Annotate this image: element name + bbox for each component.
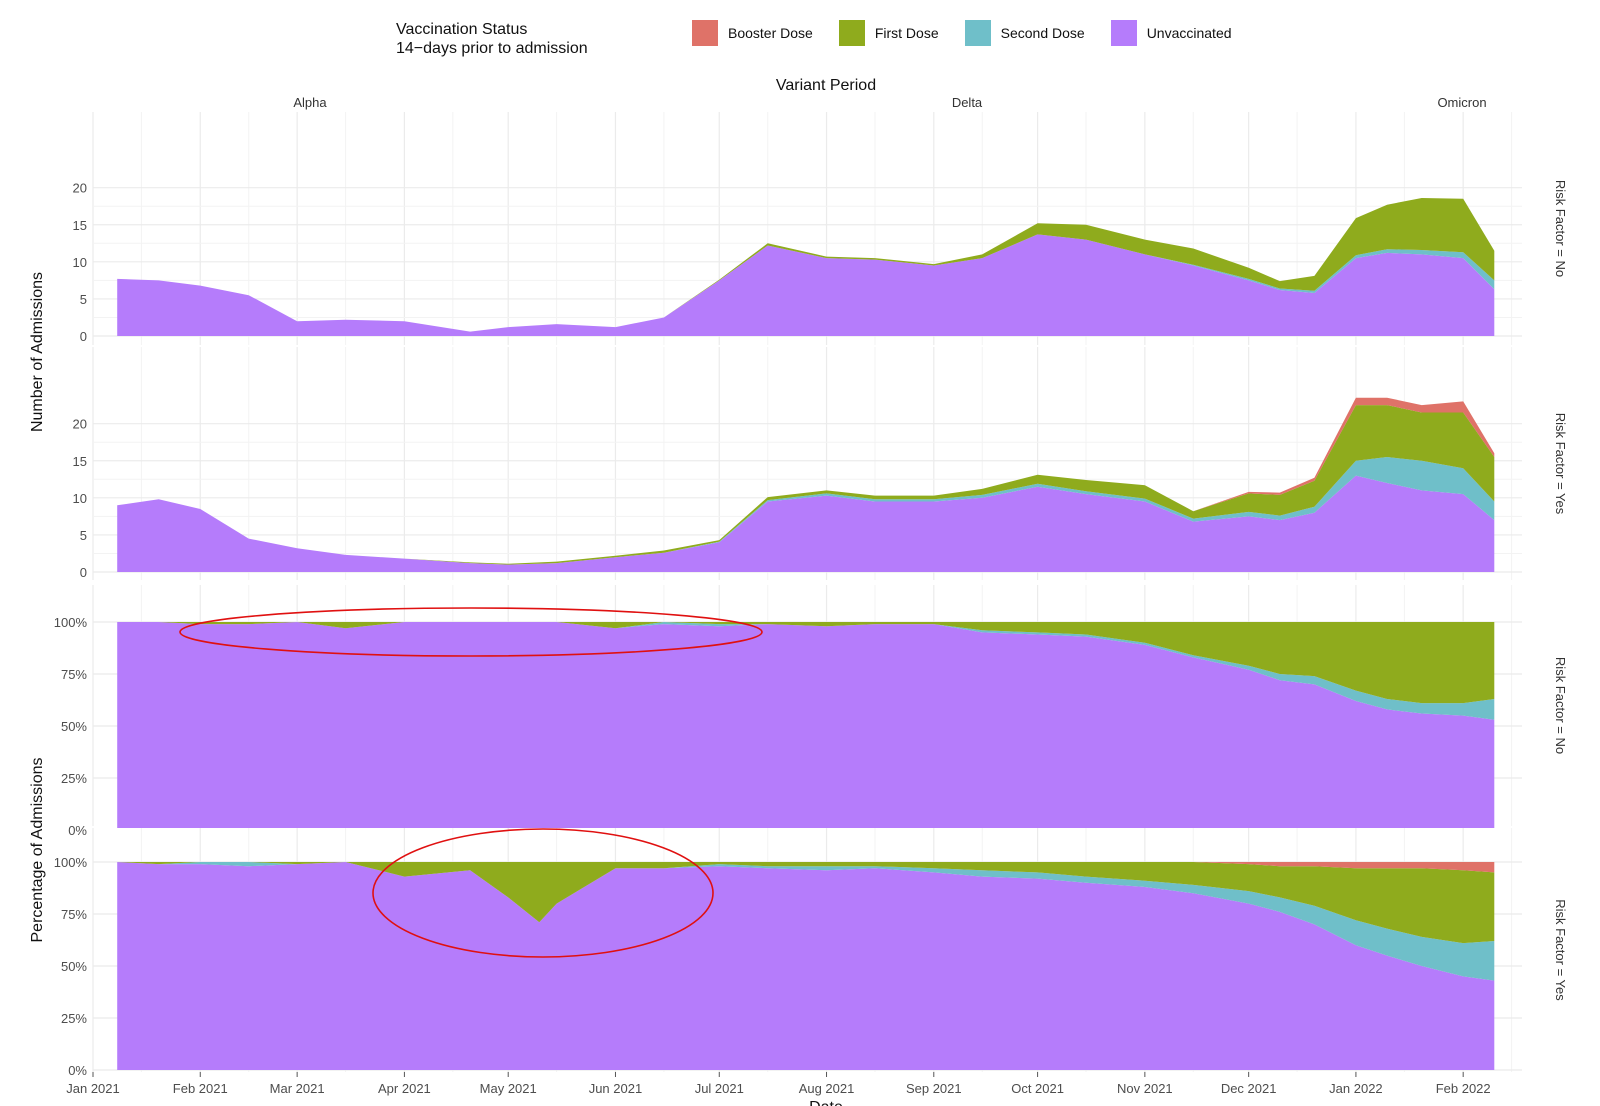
area-second-dose [117,457,1495,565]
legend-label: Booster Dose [728,25,813,41]
x-tick-label: May 2021 [480,1081,537,1096]
y-tick-label: 10 [73,255,87,270]
legend-label: First Dose [874,25,939,41]
y-tick-label: 0 [80,329,87,344]
area-unvaccinated [117,234,1495,336]
legend-label: Second Dose [1000,25,1085,41]
legend-title-line2: 14−days prior to admission [396,40,588,57]
x-tick-label: Jul 2021 [695,1081,744,1096]
y-tick-label: 25% [61,771,87,786]
y-axis-title-percent: Percentage of Admissions [29,758,46,943]
x-tick-label: Mar 2021 [270,1081,325,1096]
area-unvaccinated [117,622,1495,830]
y-tick-label: 5 [80,292,87,307]
y-tick-label: 0% [68,823,87,838]
legend-key [1110,20,1137,46]
y-tick-label: 75% [61,907,87,922]
area-first-dose [117,622,1495,704]
column-label: Delta [952,95,983,110]
y-tick-label: 25% [61,1011,87,1026]
y-tick-label: 15 [73,218,87,233]
area-first-dose [117,862,1495,944]
legend-title-line1: Vaccination Status [396,21,528,38]
x-tick-label: Jan 2022 [1329,1081,1383,1096]
x-tick-label: Oct 2021 [1011,1081,1064,1096]
y-tick-label: 0 [80,565,87,580]
legend: Booster Dose First Dose Second Dose Unvacci… [692,20,1258,46]
y-tick-label: 50% [61,719,87,734]
area-unvaccinated [117,475,1495,572]
x-tick-label: Sep 2021 [906,1081,962,1096]
x-tick-label: Jan 2021 [66,1081,120,1096]
legend-item: Booster Dose [692,20,813,46]
panel-strip-label: Risk Factor = Yes [1553,899,1568,1001]
panel-strip-label: Risk Factor = No [1553,180,1568,277]
y-axis-title-count: Number of Admissions [29,272,46,432]
x-tick-label: Feb 2022 [1436,1081,1491,1096]
x-tick-label: Apr 2021 [378,1081,431,1096]
column-label: Alpha [293,95,327,110]
y-tick-label: 5 [80,528,87,543]
y-tick-label: 100% [54,615,88,630]
x-tick-label: Dec 2021 [1221,1081,1277,1096]
legend-item: Second Dose [964,20,1085,46]
column-label: Omicron [1437,95,1486,110]
y-tick-label: 15 [73,454,87,469]
column-title: Variant Period [776,77,876,94]
legend-title: Vaccination Status 14−days prior to admi… [396,20,588,58]
annotation-ellipse [179,607,763,657]
legend-key [692,20,718,46]
area-first-dose [117,198,1495,332]
area-first-dose [117,405,1495,565]
x-tick-label: Aug 2021 [799,1081,855,1096]
x-tick-label: Nov 2021 [1117,1081,1173,1096]
legend-item: First Dose [838,20,939,46]
y-tick-label: 10 [73,491,87,506]
legend-item: Unvaccinated [1110,20,1232,46]
y-tick-label: 100% [54,855,88,870]
panel-strip-label: Risk Factor = No [1553,657,1568,754]
y-tick-label: 50% [61,959,87,974]
x-axis-title: Date [809,1099,843,1106]
panel-strip-label: Risk Factor = Yes [1553,413,1568,515]
x-tick-label: Feb 2021 [173,1081,228,1096]
y-tick-label: 20 [73,417,87,432]
legend-label: Unvaccinated [1146,25,1232,41]
area-unvaccinated [117,862,1495,1070]
legend-key [964,20,991,46]
annotation-ellipse [372,828,714,958]
y-tick-label: 0% [68,1063,87,1078]
y-tick-label: 75% [61,667,87,682]
x-tick-label: Jun 2021 [589,1081,643,1096]
y-tick-label: 20 [73,181,87,196]
legend-key [838,20,865,46]
area-booster-dose [117,862,1495,873]
